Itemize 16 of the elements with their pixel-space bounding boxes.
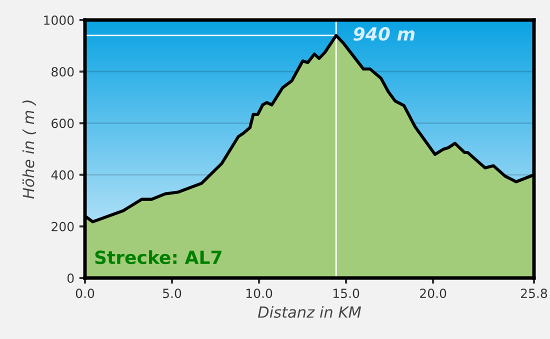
annotation: Strecke: AL7 [95,250,222,264]
x-tick-label: 10.0 [246,288,272,298]
annotation: 940 m [354,27,415,41]
y-tick-label: 200 [52,222,74,232]
x-tick-label: 25.8 [521,288,548,298]
x-axis-title: Distanz in KM [258,306,362,318]
x-tick-label: 0.0 [76,288,94,298]
y-tick-label: 800 [52,67,74,77]
x-tick-label: 20.0 [420,288,446,298]
y-tick-label: 600 [52,118,74,128]
x-tick-label: 15.0 [334,288,360,298]
y-tick-label: 1000 [44,15,74,25]
y-axis-title: Höhe in ( m ) [22,100,36,199]
y-tick-label: 0 [67,273,74,283]
x-tick-label: 5.0 [163,288,182,298]
y-tick-label: 400 [51,170,74,180]
